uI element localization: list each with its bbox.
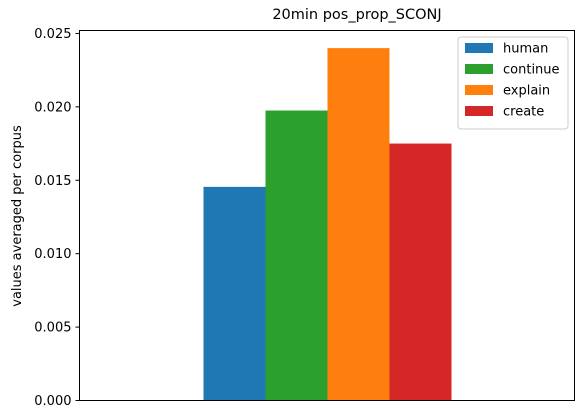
legend-label-explain: explain xyxy=(503,84,550,99)
legend: human continue explain create xyxy=(457,36,569,130)
y-tick-label: 0.020 xyxy=(34,100,71,115)
plot-frame xyxy=(79,30,575,401)
chart-title: 20min pos_prop_SCONJ xyxy=(272,7,441,23)
bar-human xyxy=(203,186,266,401)
bar-create xyxy=(389,143,452,401)
legend-swatch-human xyxy=(465,43,493,53)
bars-group xyxy=(203,48,452,401)
legend-swatch-continue xyxy=(465,64,493,74)
legend-label-human: human xyxy=(503,42,548,57)
bar-continue xyxy=(265,110,328,401)
y-tick-label: 0.010 xyxy=(34,247,71,262)
y-axis-ticks: 0.000 0.005 0.010 0.015 0.020 0.025 xyxy=(34,27,80,409)
y-tick-label: 0.015 xyxy=(34,174,71,189)
legend-swatch-create xyxy=(465,106,493,116)
y-tick-label: 0.005 xyxy=(34,321,71,336)
y-tick-label: 0.025 xyxy=(34,27,71,42)
legend-swatch-explain xyxy=(465,85,493,95)
legend-label-create: create xyxy=(503,105,544,120)
y-axis-label: values averaged per corpus xyxy=(10,125,25,307)
y-tick-label: 0.000 xyxy=(34,394,71,409)
bar-explain xyxy=(327,48,390,401)
legend-label-continue: continue xyxy=(503,63,560,78)
